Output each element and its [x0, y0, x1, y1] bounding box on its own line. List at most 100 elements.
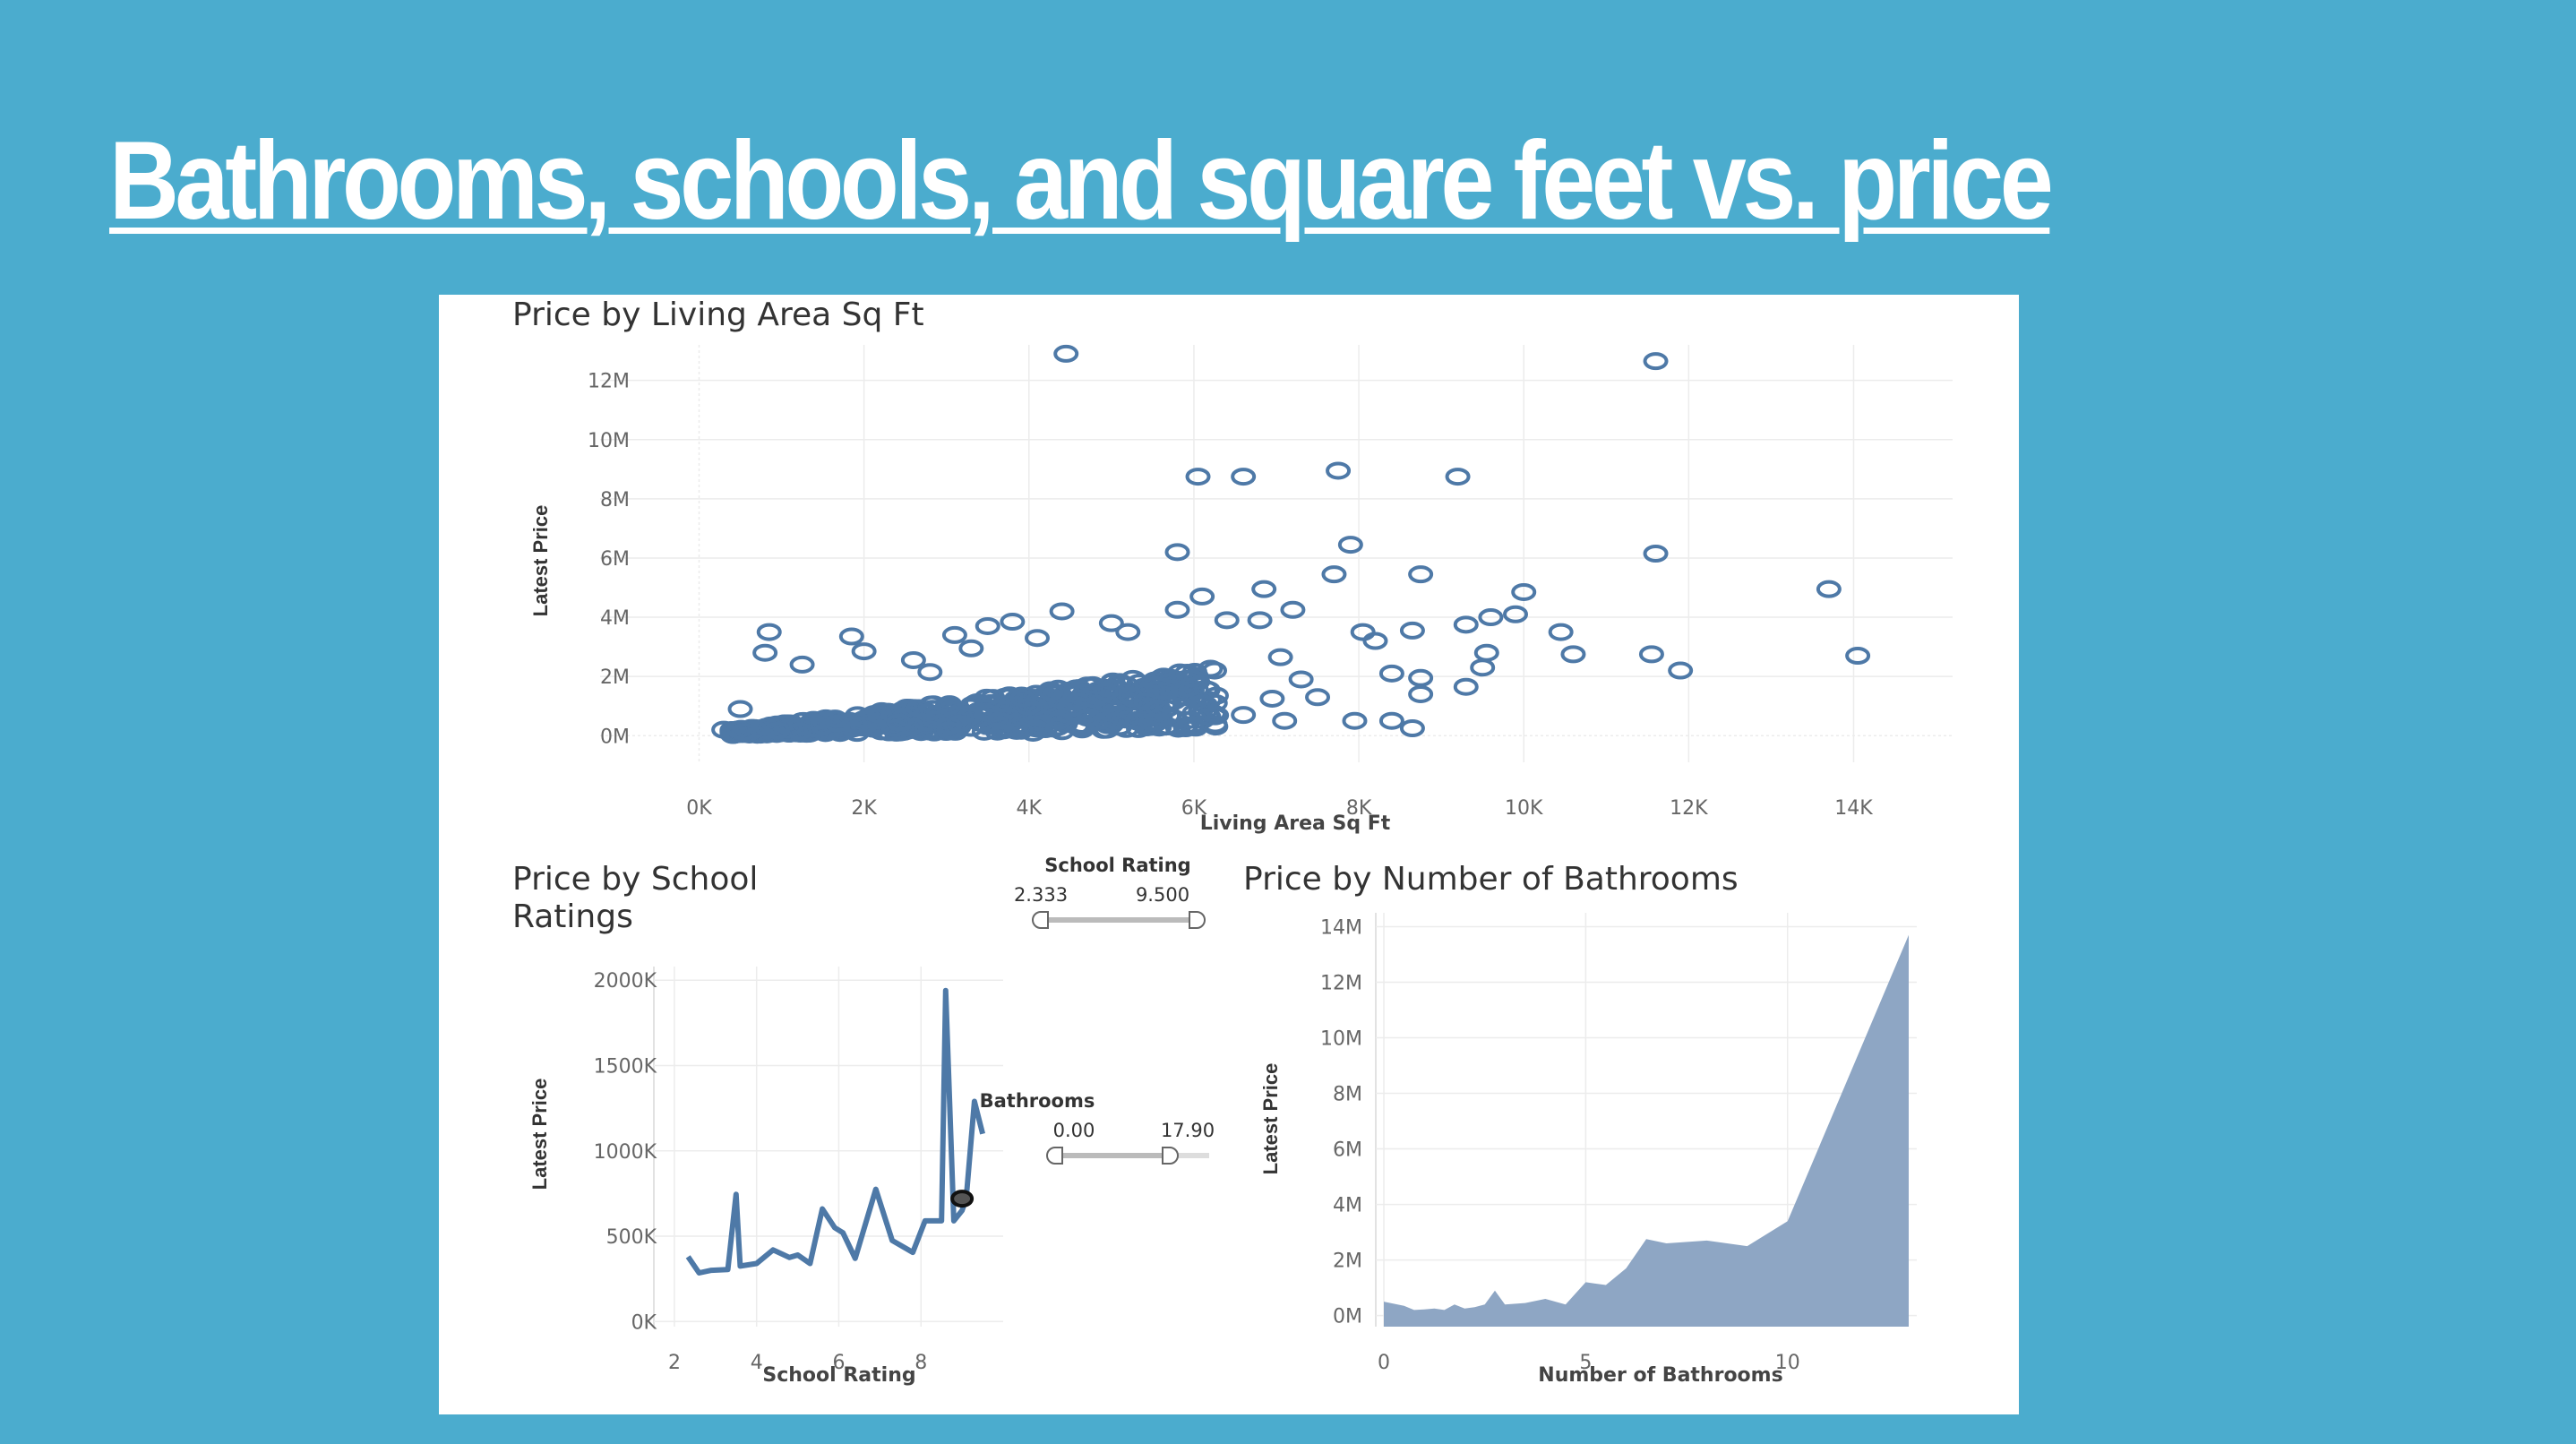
- school-rating-filter[interactable]: School Rating 2.333 9.500: [1014, 855, 1206, 929]
- scatter-point: [917, 663, 943, 682]
- scatter-gridlines: [600, 345, 1953, 762]
- line-y-tick-label: 1500K: [594, 1056, 657, 1079]
- dashboard-canvas: Price by Living Area Sq Ft 0K 2K 4K 6K 8K 10K…: [512, 297, 1953, 1387]
- scatter-point: [1321, 565, 1347, 584]
- scatter-point: [1259, 689, 1285, 708]
- bathrooms-filter-title: Bathrooms: [980, 1090, 1095, 1112]
- scatter-point: [1453, 677, 1479, 696]
- area-y-tick-label: 4M: [1333, 1195, 1362, 1217]
- line-chart-price-by-school-ratings: Price by School Ratings 2 4 6 8 0K 500K 1000K…: [512, 861, 1003, 1387]
- scatter-point: [1473, 643, 1499, 662]
- dashboard-panel: Price by Living Area Sq Ft 0K 2K 4K 6K 8K 10K…: [439, 295, 2019, 1414]
- scatter-point: [1342, 711, 1368, 730]
- scatter-point: [1378, 664, 1404, 683]
- line-chart-title-line-2: Ratings: [512, 898, 633, 935]
- scatter-point: [1560, 645, 1586, 664]
- scatter-x-tick-label: 8K: [1346, 797, 1372, 820]
- scatter-point: [1000, 613, 1026, 632]
- scatter-x-tick-label: 0K: [686, 797, 712, 820]
- line-highlight-point[interactable]: [950, 1190, 975, 1208]
- bathrooms-filter-min: 0.00: [1053, 1120, 1095, 1141]
- school-rating-filter-title: School Rating: [1044, 855, 1190, 876]
- area-x-tick-label: 0: [1378, 1352, 1390, 1374]
- scatter-x-tick-label: 6K: [1181, 797, 1207, 820]
- area-series: [1384, 934, 1909, 1327]
- bathrooms-filter[interactable]: Bathrooms 0.00 17.90: [980, 1090, 1215, 1165]
- scatter-point: [867, 706, 893, 725]
- line-y-axis-label: Latest Price: [528, 1079, 551, 1190]
- scatter-point: [986, 711, 1012, 730]
- scatter-point: [1280, 600, 1306, 619]
- bathrooms-filter-max: 17.90: [1161, 1120, 1215, 1141]
- scatter-point: [1113, 675, 1139, 694]
- school-rating-filter-min: 2.333: [1014, 884, 1068, 906]
- scatter-y-tick-label: 12M: [588, 371, 630, 393]
- area-y-tick-label: 8M: [1333, 1084, 1362, 1106]
- area-chart-price-by-bathrooms: Price by Number of Bathrooms 0 5 10 0M 2M 4M…: [1243, 861, 1917, 1387]
- scatter-y-tick-label: 2M: [600, 666, 630, 689]
- scatter-y-axis-label: Latest Price: [529, 505, 552, 617]
- area-y-tick-label: 6M: [1333, 1139, 1362, 1162]
- line-x-axis-label: School Rating: [762, 1364, 915, 1387]
- scatter-point: [1362, 632, 1388, 650]
- scatter-point: [1638, 645, 1664, 664]
- scatter-point: [1053, 344, 1079, 363]
- scatter-point: [1185, 468, 1211, 486]
- line-x-ticks: 2 4 6 8: [668, 1352, 927, 1374]
- scatter-point: [1189, 587, 1215, 606]
- area-x-ticks: 0 5 10: [1378, 1352, 1800, 1374]
- line-y-ticks: 0K 500K 1000K 1500K 2000K: [594, 970, 657, 1334]
- scatter-point: [984, 722, 1010, 741]
- school-rating-slider-max-handle[interactable]: [1189, 911, 1206, 929]
- scatter-point: [1251, 580, 1277, 598]
- area-x-axis-label: Number of Bathrooms: [1538, 1364, 1782, 1387]
- scatter-x-tick-label: 2K: [851, 797, 877, 820]
- bathrooms-slider-max-handle[interactable]: [1162, 1147, 1179, 1165]
- scatter-y-tick-label: 10M: [588, 430, 630, 452]
- line-y-tick-label: 0K: [631, 1311, 657, 1334]
- area-y-axis-label: Latest Price: [1259, 1063, 1282, 1175]
- school-rating-slider-min-handle[interactable]: [1032, 911, 1049, 929]
- scatter-point: [1511, 582, 1537, 601]
- scatter-point: [1445, 468, 1471, 486]
- scatter-point: [1503, 605, 1529, 623]
- scatter-point: [1049, 602, 1075, 621]
- scatter-y-tick-label: 8M: [600, 489, 630, 511]
- scatter-point: [1076, 708, 1102, 726]
- scatter-point: [851, 642, 877, 661]
- scatter-point: [1288, 670, 1314, 689]
- scatter-point: [1196, 708, 1222, 726]
- line-x-tick-label: 8: [914, 1352, 927, 1374]
- scatter-point: [1247, 611, 1273, 630]
- school-rating-filter-max: 9.500: [1136, 884, 1189, 906]
- scatter-point: [1008, 721, 1034, 740]
- scatter-point: [1065, 692, 1091, 711]
- scatter-point: [1845, 647, 1871, 666]
- bathrooms-slider-min-handle[interactable]: [1046, 1147, 1063, 1165]
- line-x-tick-label: 2: [668, 1352, 681, 1374]
- line-gridlines: [653, 967, 1003, 1327]
- scatter-point: [1095, 694, 1121, 713]
- scatter-point: [1305, 688, 1331, 707]
- slide-title: Bathrooms, schools, and square feet vs. …: [109, 119, 2054, 243]
- scatter-point: [1115, 623, 1141, 641]
- area-chart-title: Price by Number of Bathrooms: [1243, 861, 1739, 898]
- scatter-point: [1267, 648, 1293, 666]
- scatter-chart-price-by-living-area: Price by Living Area Sq Ft 0K 2K 4K 6K 8K 10K…: [512, 297, 1953, 835]
- scatter-point: [1093, 711, 1119, 730]
- line-series: [685, 987, 986, 1276]
- scatter-point: [936, 721, 962, 740]
- scatter-point: [1015, 697, 1041, 716]
- line-y-tick-label: 500K: [606, 1226, 657, 1249]
- scatter-point: [752, 643, 778, 662]
- line-series-path: [685, 987, 986, 1276]
- scatter-point: [1326, 461, 1352, 480]
- scatter-point: [1103, 711, 1129, 730]
- scatter-point: [1816, 580, 1842, 598]
- scatter-point: [1548, 623, 1574, 641]
- scatter-point: [1231, 468, 1257, 486]
- scatter-point: [727, 700, 753, 718]
- scatter-point: [800, 712, 826, 731]
- line-y-tick-label: 2000K: [594, 970, 657, 993]
- scatter-point: [1093, 683, 1119, 701]
